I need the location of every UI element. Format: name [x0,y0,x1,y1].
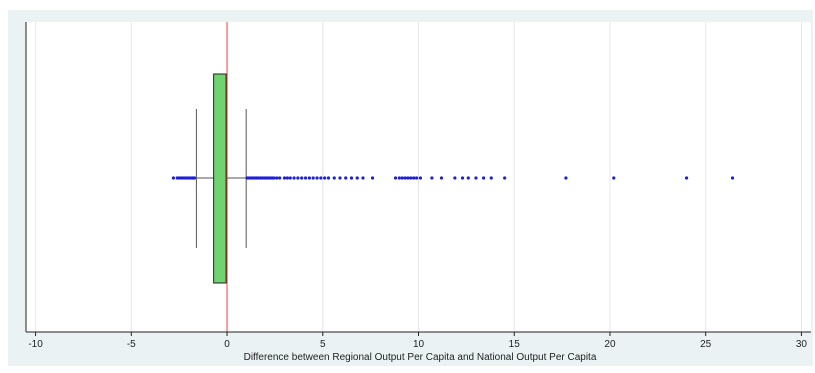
x-tick-label: -5 [127,339,136,350]
outlier-point [453,176,456,179]
x-tick-label: 10 [413,339,425,350]
outlier-point [319,176,322,179]
outlier-point [482,176,485,179]
outlier-point [461,176,464,179]
outlier-point [685,176,688,179]
outlier-point [193,176,196,179]
x-tick-label: 15 [509,339,521,350]
x-tick-label: -10 [28,339,43,350]
outlier-point [731,176,734,179]
outlier-point [338,176,341,179]
outlier-point [315,176,318,179]
outlier-point [415,176,418,179]
outlier-point [296,176,299,179]
outlier-point [409,176,412,179]
x-tick-label: 25 [700,339,712,350]
outlier-point [286,176,289,179]
outlier-point [300,176,303,179]
x-tick-label: 30 [796,339,808,350]
outlier-point [474,176,477,179]
x-tick-label: 0 [224,339,230,350]
outlier-point [278,176,281,179]
outlier-point [172,176,175,179]
outlier-point [564,176,567,179]
outlier-point [292,176,295,179]
outlier-point [440,176,443,179]
outlier-point [308,176,311,179]
outlier-point [490,176,493,179]
outlier-point [350,176,353,179]
outlier-point [356,176,359,179]
outlier-point [344,176,347,179]
outlier-point [304,176,307,179]
outlier-point [394,176,397,179]
outlier-point [289,176,292,179]
x-tick-label: 5 [320,339,326,350]
outlier-point [398,176,401,179]
outlier-point [503,176,506,179]
outlier-point [312,176,315,179]
outlier-point [430,176,433,179]
outlier-point [406,176,409,179]
outlier-point [323,176,326,179]
outlier-point [275,176,278,179]
outlier-point [283,176,286,179]
outlier-point [361,176,364,179]
iqr-box [214,74,227,283]
outlier-point [412,176,415,179]
outlier-point [333,176,336,179]
x-tick-label: 20 [604,339,616,350]
outlier-point [272,176,275,179]
outlier-point [419,176,422,179]
outlier-point [467,176,470,179]
outlier-point [327,176,330,179]
outlier-point [612,176,615,179]
outlier-point [371,176,374,179]
x-axis-label: Difference between Regional Output Per C… [244,352,597,363]
outlier-point [403,176,406,179]
outlier-point [401,176,404,179]
